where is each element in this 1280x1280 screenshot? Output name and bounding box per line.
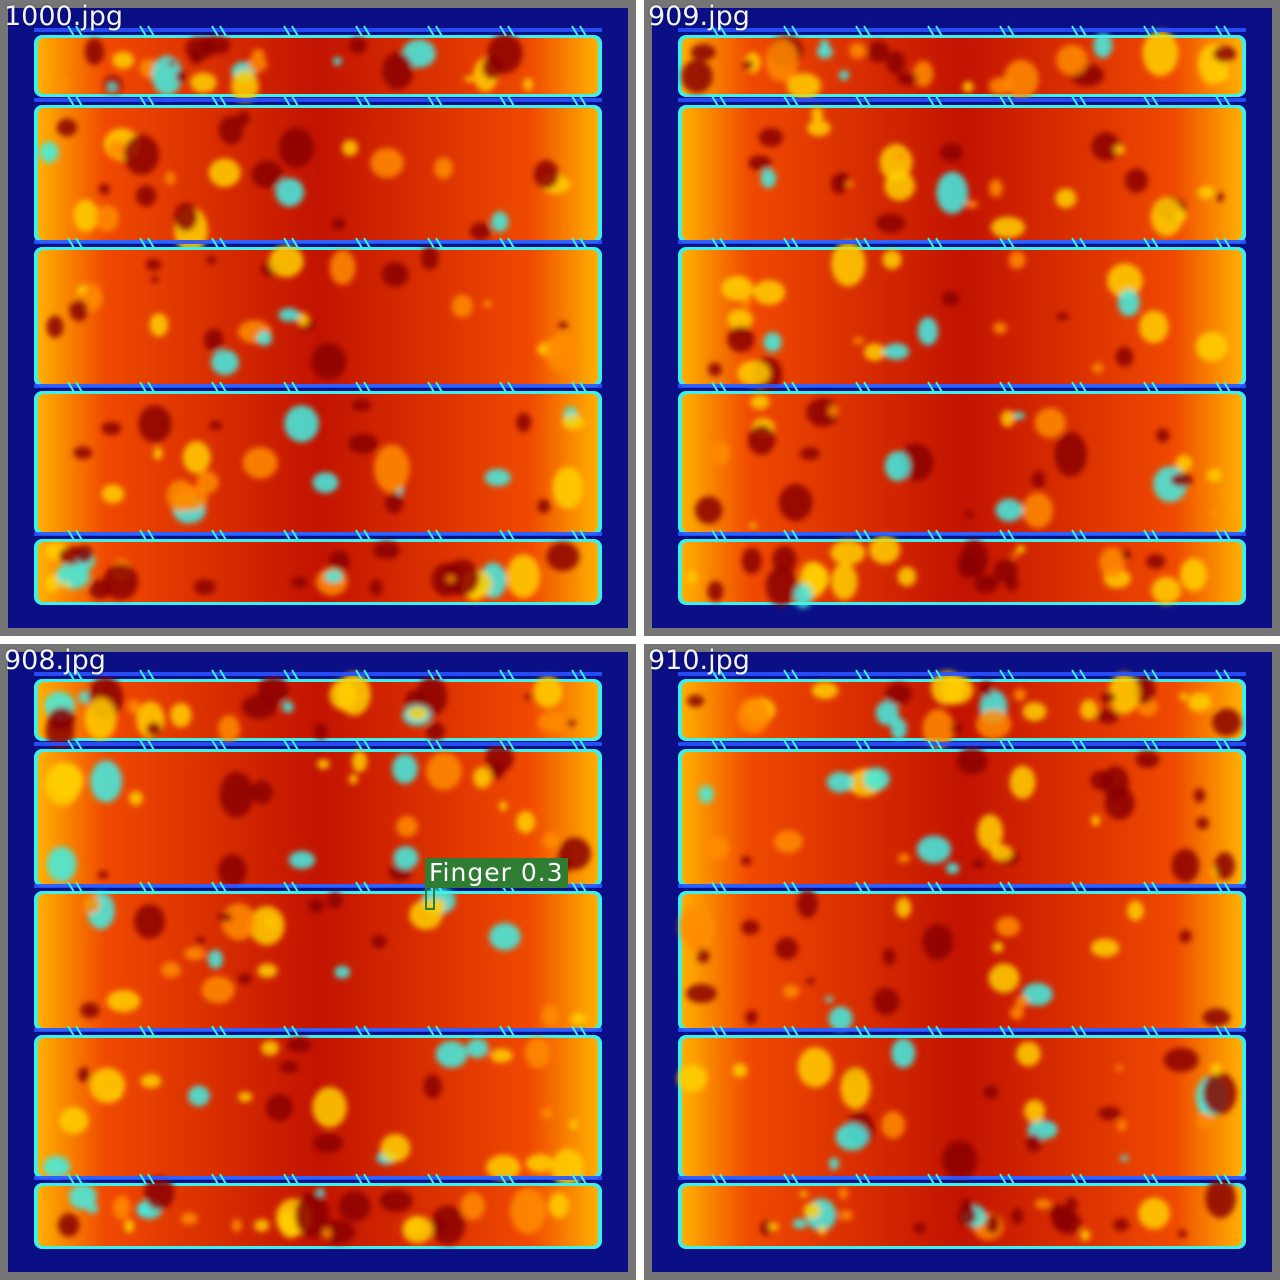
- el-solar-cell-image: [652, 8, 1272, 628]
- cell-heatmap: [34, 25, 602, 605]
- tile-908: 908.jpg Finger 0.3: [0, 644, 636, 1280]
- el-solar-cell-image: [8, 652, 628, 1272]
- detection-label: Finger 0.3: [425, 858, 568, 888]
- cell-heatmap: [34, 669, 602, 1249]
- filename-label: 1000.jpg: [4, 1, 124, 32]
- filename-label: 910.jpg: [648, 645, 750, 676]
- cell-heatmap: [678, 25, 1246, 609]
- divider-horizontal: [0, 636, 1280, 644]
- el-solar-cell-image: [652, 652, 1272, 1272]
- filename-label: 908.jpg: [4, 645, 106, 676]
- tile-1000: 1000.jpg: [0, 0, 636, 636]
- cell-heatmap: [677, 669, 1246, 1249]
- el-solar-cell-image: [8, 8, 628, 628]
- filename-label: 909.jpg: [648, 1, 750, 32]
- tile-910: 910.jpg: [644, 644, 1280, 1280]
- tile-909: 909.jpg: [644, 0, 1280, 636]
